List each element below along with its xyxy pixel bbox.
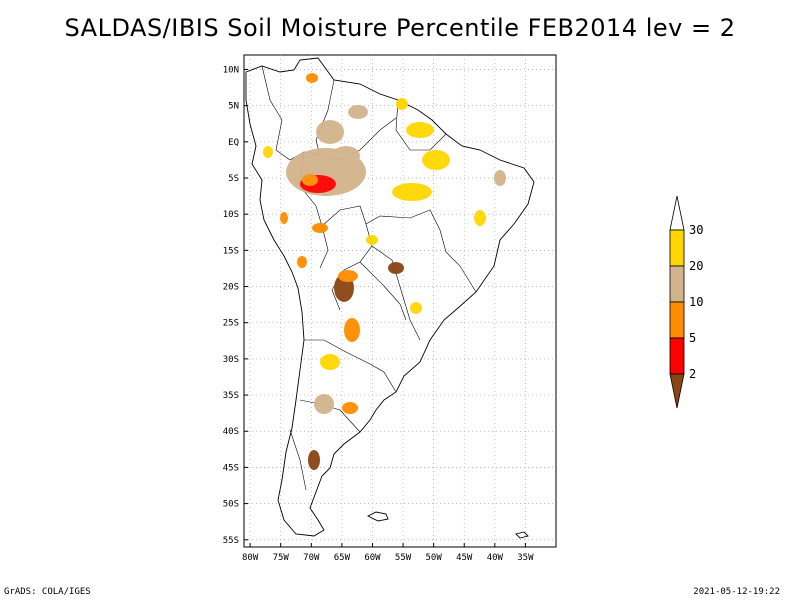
lon-tick-label: 65W xyxy=(334,553,351,563)
patch xyxy=(410,302,422,314)
patch xyxy=(314,394,334,414)
lon-tick-label: 35W xyxy=(517,553,534,563)
colorbar-segment xyxy=(669,229,685,267)
map-title: SALDAS/IBIS Soil Moisture Percentile FEB… xyxy=(64,14,736,42)
patch xyxy=(320,354,340,370)
colorbar-segment xyxy=(669,195,685,231)
lon-tick-label: 80W xyxy=(242,553,259,563)
patch xyxy=(348,105,368,119)
patch xyxy=(406,122,434,138)
south-america-outline xyxy=(245,57,535,537)
lon-tick-label: 55W xyxy=(395,553,412,563)
lat-tick-label: 50S xyxy=(223,500,239,510)
map-frame xyxy=(243,54,557,548)
colorbar-segment xyxy=(669,301,685,339)
patch xyxy=(308,450,320,470)
falkland-islands xyxy=(366,511,389,522)
colorbar-label: 10 xyxy=(689,295,703,309)
colorbar-label: 2 xyxy=(689,367,696,381)
colorbar-label: 5 xyxy=(689,331,696,345)
patch xyxy=(302,174,318,186)
colorbar-label: 30 xyxy=(689,223,703,237)
longitude-labels: 80W 75W 70W 65W 60W 55W 50W 45W 40W 35W xyxy=(242,543,534,563)
patch xyxy=(474,210,486,226)
lat-tick-label: 25S xyxy=(223,319,239,329)
colorbar-segment xyxy=(669,265,685,303)
patch xyxy=(388,262,404,274)
patch xyxy=(422,150,450,170)
lat-tick-label: 20S xyxy=(223,283,239,293)
lat-tick-label: 5N xyxy=(228,102,239,112)
patch xyxy=(392,183,432,201)
lon-tick-label: 70W xyxy=(303,553,320,563)
patch xyxy=(396,98,408,110)
patch xyxy=(280,212,288,224)
patch xyxy=(332,146,360,166)
lon-tick-label: 50W xyxy=(426,553,443,563)
lon-tick-label: 45W xyxy=(456,553,473,563)
lat-tick-label: 55S xyxy=(223,536,239,546)
lat-tick-label: 30S xyxy=(223,355,239,365)
lon-tick-label: 75W xyxy=(273,553,290,563)
footer-left: GrADS: COLA/IGES xyxy=(4,587,91,597)
colorbar-label: 20 xyxy=(689,259,703,273)
lat-tick-label: 15S xyxy=(223,246,239,256)
colorbar-segment xyxy=(669,373,685,409)
latitude-labels: 10N 5N EQ 5S 10S 15S 20S 25S 30S 35S 40S 45S 50S 55S xyxy=(223,65,248,546)
patch xyxy=(338,270,358,282)
footer-right: 2021-05-12-19:22 xyxy=(693,587,780,597)
lat-tick-label: 10S xyxy=(223,210,239,220)
lat-tick-label: 40S xyxy=(223,427,239,437)
patch xyxy=(366,235,378,245)
lat-tick-label: EQ xyxy=(228,138,239,148)
patch xyxy=(342,402,358,414)
patch xyxy=(312,223,328,233)
lat-tick-label: 5S xyxy=(228,174,239,184)
patch xyxy=(306,73,318,83)
lat-tick-label: 35S xyxy=(223,391,239,401)
colorbar: 2 5 10 20 30 xyxy=(669,195,703,409)
soil-moisture-patches xyxy=(263,73,506,470)
graticule xyxy=(244,55,556,547)
colorbar-segment xyxy=(669,337,685,375)
lon-tick-label: 40W xyxy=(487,553,504,563)
lat-tick-label: 10N xyxy=(223,65,239,75)
patch xyxy=(494,170,506,186)
south-georgia xyxy=(515,531,529,539)
patch xyxy=(316,120,344,144)
patch xyxy=(344,318,360,342)
lat-tick-label: 45S xyxy=(223,463,239,473)
lon-tick-label: 60W xyxy=(364,553,381,563)
patch xyxy=(297,256,307,268)
patch xyxy=(263,146,273,158)
